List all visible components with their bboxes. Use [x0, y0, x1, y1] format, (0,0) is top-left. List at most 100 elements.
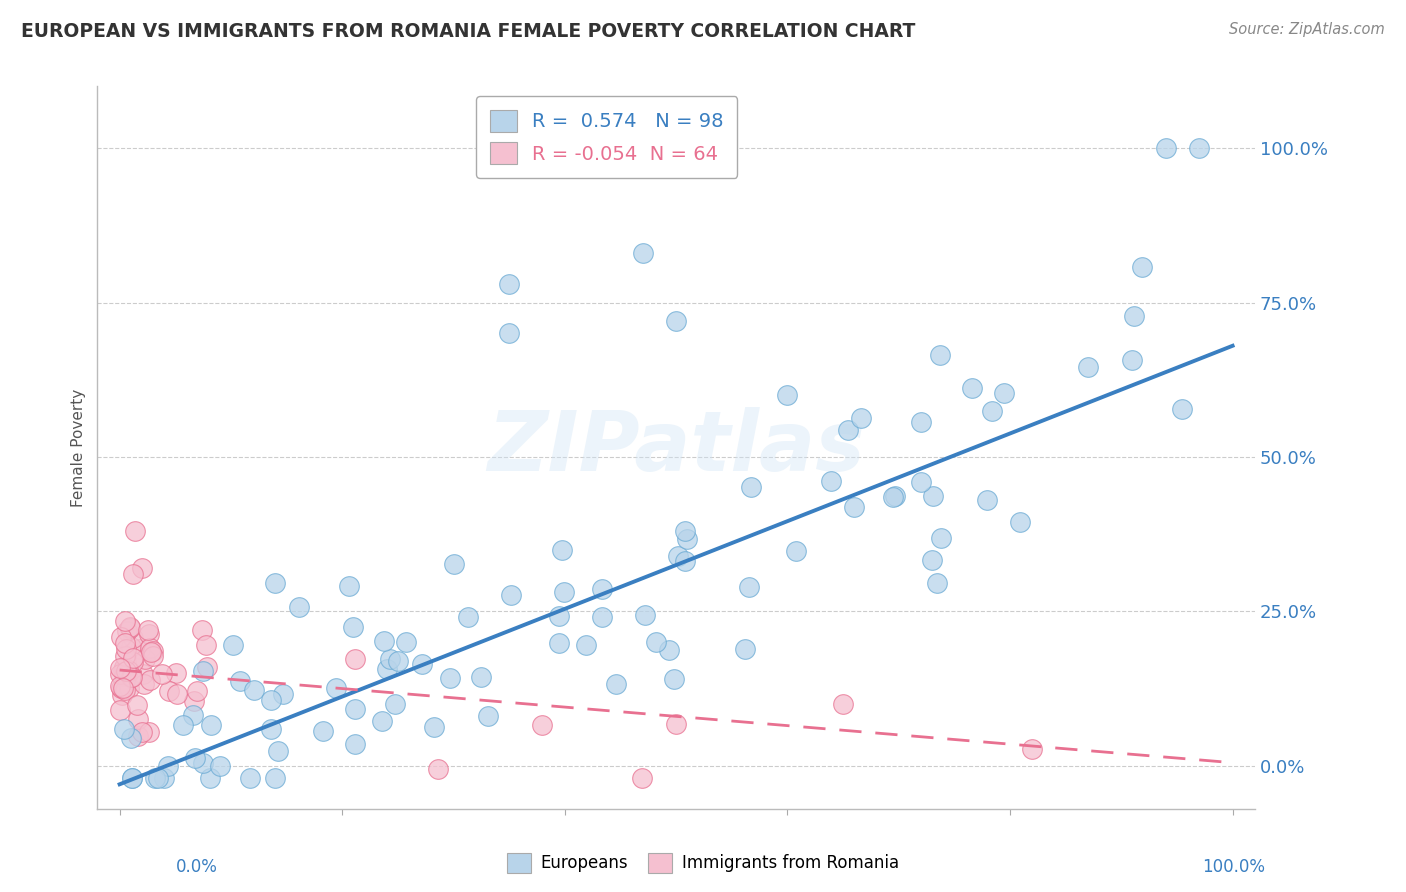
Point: [312, 723, 335, 738]
Point: [153, 771, 176, 785]
Point: [1188, 141, 1211, 155]
Y-axis label: Female Poverty: Female Poverty: [72, 389, 86, 507]
Point: [118, 681, 141, 696]
Point: [371, 714, 394, 728]
Text: EUROPEAN VS IMMIGRANTS FROM ROMANIA FEMALE POVERTY CORRELATION CHART: EUROPEAN VS IMMIGRANTS FROM ROMANIA FEMA…: [21, 22, 915, 41]
Point: [110, 679, 132, 693]
Point: [129, 641, 152, 656]
Point: [343, 652, 366, 666]
Point: [673, 553, 696, 567]
Point: [195, 639, 218, 653]
Point: [267, 744, 290, 758]
Point: [114, 614, 136, 628]
Point: [344, 702, 367, 716]
Point: [165, 665, 187, 680]
Point: [734, 641, 756, 656]
Point: [264, 576, 287, 591]
Point: [1008, 515, 1031, 529]
Point: [849, 410, 872, 425]
Point: [1171, 401, 1194, 416]
Point: [150, 667, 173, 681]
Point: [666, 549, 689, 564]
Point: [605, 676, 627, 690]
Point: [112, 663, 135, 677]
Point: [645, 635, 668, 649]
Point: [124, 524, 146, 538]
Point: [288, 600, 311, 615]
Point: [138, 673, 160, 688]
Point: [229, 674, 252, 689]
Point: [120, 670, 142, 684]
Point: [111, 689, 134, 703]
Point: [498, 277, 520, 291]
Point: [960, 381, 983, 395]
Text: ZIPatlas: ZIPatlas: [486, 407, 865, 488]
Point: [929, 531, 952, 545]
Point: [426, 762, 449, 776]
Point: [131, 561, 153, 575]
Point: [976, 493, 998, 508]
Point: [110, 661, 132, 675]
Point: [1121, 352, 1143, 367]
Point: [842, 500, 865, 514]
Point: [146, 771, 169, 785]
Point: [922, 489, 945, 503]
Point: [110, 681, 132, 695]
Point: [121, 670, 143, 684]
Point: [343, 737, 366, 751]
Legend: Europeans, Immigrants from Romania: Europeans, Immigrants from Romania: [501, 847, 905, 880]
Point: [498, 326, 520, 341]
Point: [547, 609, 569, 624]
Point: [132, 677, 155, 691]
Point: [443, 558, 465, 572]
Point: [112, 722, 135, 736]
Point: [993, 385, 1015, 400]
Point: [172, 718, 194, 732]
Point: [200, 718, 222, 732]
Point: [186, 684, 208, 698]
Point: [325, 681, 347, 695]
Point: [380, 652, 402, 666]
Point: [1154, 141, 1177, 155]
Point: [260, 693, 283, 707]
Point: [375, 662, 398, 676]
Point: [271, 687, 294, 701]
Point: [634, 608, 657, 623]
Point: [553, 584, 575, 599]
Point: [208, 759, 231, 773]
Point: [191, 623, 214, 637]
Point: [499, 588, 522, 602]
Point: [108, 666, 131, 681]
Point: [138, 725, 160, 739]
Point: [222, 638, 245, 652]
Point: [114, 642, 136, 657]
Point: [882, 490, 904, 504]
Point: [664, 672, 686, 686]
Point: [395, 634, 418, 648]
Point: [120, 620, 142, 634]
Point: [157, 684, 180, 698]
Point: [112, 681, 135, 695]
Point: [631, 246, 654, 260]
Point: [132, 666, 155, 681]
Point: [138, 626, 160, 640]
Point: [837, 423, 859, 437]
Point: [112, 660, 135, 674]
Point: [387, 655, 409, 669]
Point: [114, 668, 136, 682]
Point: [243, 683, 266, 698]
Point: [776, 388, 799, 402]
Point: [548, 636, 571, 650]
Point: [114, 664, 136, 678]
Point: [121, 771, 143, 785]
Text: 100.0%: 100.0%: [1202, 858, 1265, 876]
Point: [470, 670, 492, 684]
Point: [921, 553, 943, 567]
Point: [551, 543, 574, 558]
Point: [131, 725, 153, 739]
Point: [884, 489, 907, 503]
Point: [114, 648, 136, 663]
Point: [630, 771, 652, 785]
Point: [411, 657, 433, 671]
Point: [114, 683, 136, 698]
